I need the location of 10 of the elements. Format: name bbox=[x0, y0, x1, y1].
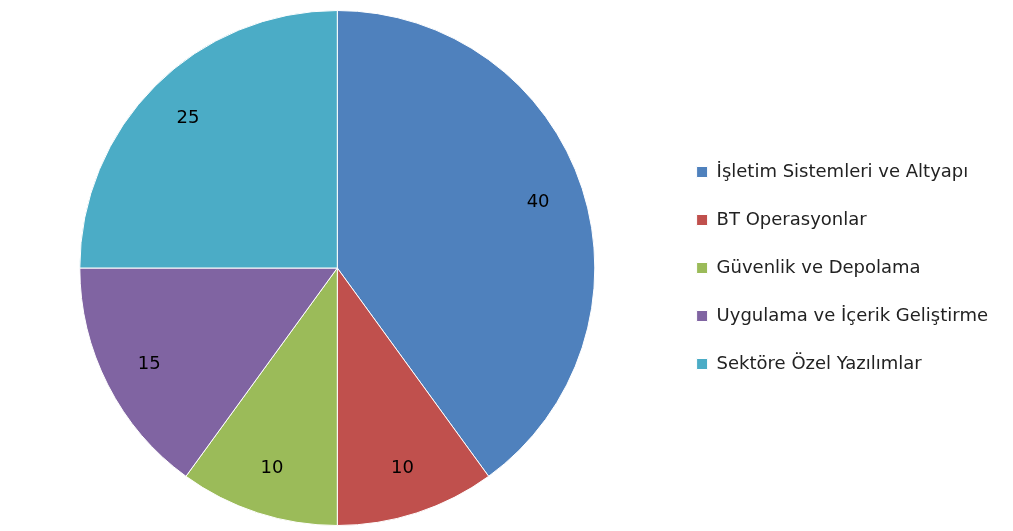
data-label: 25 bbox=[176, 106, 200, 128]
legend-label: Güvenlik ve Depolama bbox=[716, 255, 921, 277]
legend-label: BT Operasyonlar bbox=[716, 207, 868, 229]
data-label: 40 bbox=[526, 190, 550, 212]
data-label: 10 bbox=[260, 456, 284, 478]
legend-label: Uygulama ve İçerik Geliştirme bbox=[716, 303, 988, 325]
legend-label: İşletim Sistemleri ve Altyapı bbox=[716, 159, 969, 181]
data-label: 15 bbox=[137, 351, 161, 373]
legend-label: Sektöre Özel Yazılımlar bbox=[716, 351, 923, 373]
data-label: 10 bbox=[391, 456, 414, 478]
